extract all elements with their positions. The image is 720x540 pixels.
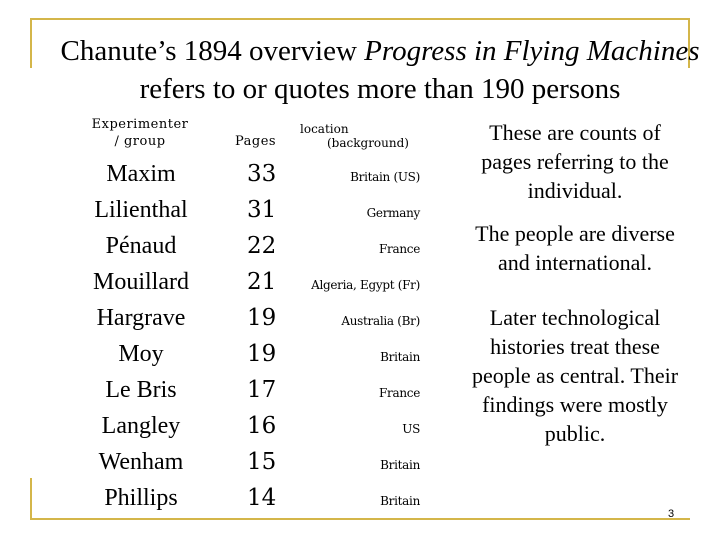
frame-bottom-line	[30, 518, 690, 520]
header-experimenter-line1: Experimenter	[91, 117, 189, 132]
row-location: Australia (Br)	[341, 314, 420, 328]
frame-bottom-left-line	[30, 478, 32, 520]
table-row: Maxim 33 Britain (US)	[60, 156, 430, 192]
frame-right-line	[688, 18, 690, 68]
row-name: Mouillard	[93, 269, 189, 295]
slide-title: Chanute’s 1894 overview Progress in Flyi…	[40, 32, 720, 108]
row-location: Germany	[366, 206, 421, 220]
row-pages: 22	[247, 233, 277, 259]
row-location: Algeria, Egypt (Fr)	[311, 278, 420, 292]
table-body: Maxim 33 Britain (US) Lilienthal 31 Germ…	[60, 156, 430, 516]
header-experimenter: Experimenter / group	[80, 116, 200, 150]
row-pages: 14	[247, 485, 277, 511]
row-location: France	[379, 242, 420, 256]
row-name: Phillips	[104, 485, 178, 511]
title-line-1: Chanute’s 1894 overview Progress in Flyi…	[40, 32, 720, 70]
row-name: Moy	[118, 341, 164, 367]
row-name: Lilienthal	[94, 197, 188, 223]
table-row: Mouillard 21 Algeria, Egypt (Fr)	[60, 264, 430, 300]
table-row: Le Bris 17 France	[60, 372, 430, 408]
header-location-line1: location	[300, 122, 349, 136]
row-location: Britain (US)	[350, 170, 420, 184]
table-row: Wenham 15 Britain	[60, 444, 430, 480]
row-name: Pénaud	[105, 233, 177, 259]
row-pages: 21	[247, 269, 277, 295]
frame-left-line	[30, 18, 32, 68]
row-location: Britain	[380, 458, 420, 472]
table-row: Hargrave 19 Australia (Br)	[60, 300, 430, 336]
row-location: Britain	[380, 494, 420, 508]
header-location: location (background)	[300, 122, 430, 150]
row-location: Britain	[380, 350, 420, 364]
row-pages: 31	[247, 197, 277, 223]
row-pages: 17	[247, 377, 277, 403]
row-name: Le Bris	[105, 377, 177, 403]
row-location: US	[402, 422, 420, 436]
table-row: Pénaud 22 France	[60, 228, 430, 264]
table-row: Moy 19 Britain	[60, 336, 430, 372]
title-line-2: refers to or quotes more than 190 person…	[139, 73, 621, 105]
title-book-name: Progress in Flying Machines	[364, 35, 700, 67]
page-number: 3	[668, 508, 675, 520]
row-name: Wenham	[98, 449, 184, 475]
note-histories: Later technological histories treat thes…	[471, 305, 679, 446]
note-counts: These are counts of pages referring to t…	[481, 120, 669, 203]
row-pages: 19	[247, 341, 277, 367]
row-pages: 33	[247, 161, 277, 187]
header-experimenter-line2: / group	[114, 134, 166, 149]
row-location: France	[379, 386, 420, 400]
row-name: Maxim	[106, 161, 176, 187]
row-name: Langley	[101, 413, 181, 439]
frame-top-line	[30, 18, 690, 20]
table-row: Langley 16 US	[60, 408, 430, 444]
title-plain-text: Chanute’s 1894 overview	[60, 35, 365, 67]
table-row: Phillips 14 Britain	[60, 480, 430, 516]
header-location-line2: (background)	[327, 136, 409, 150]
row-pages: 16	[247, 413, 277, 439]
table-row: Lilienthal 31 Germany	[60, 192, 430, 228]
header-pages: Pages	[235, 134, 277, 149]
row-name: Hargrave	[96, 305, 186, 331]
note-diverse: The people are diverse and international…	[475, 221, 675, 275]
row-pages: 19	[247, 305, 277, 331]
row-pages: 15	[247, 449, 277, 475]
side-notes: These are counts of pages referring to t…	[470, 118, 680, 448]
